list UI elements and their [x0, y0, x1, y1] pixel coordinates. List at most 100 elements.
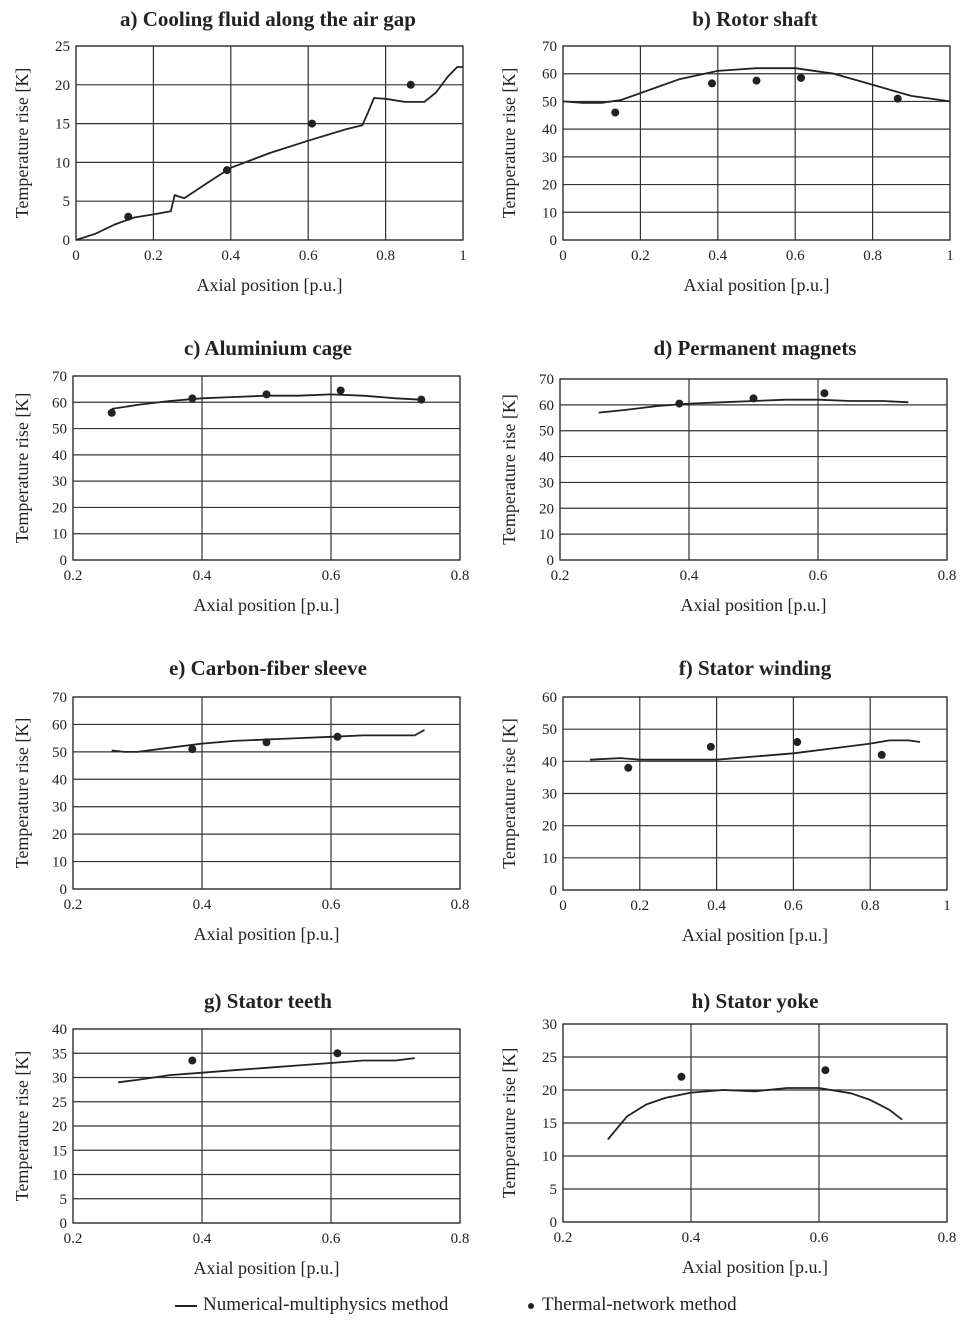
chart-d-point	[675, 399, 684, 408]
chart-c-x-tick-label: 0.8	[451, 568, 470, 584]
chart-a-point	[406, 80, 415, 89]
chart-f-y-tick-label: 50	[542, 722, 557, 738]
chart-d-y-tick-label: 20	[539, 501, 554, 517]
legend-line-label: Numerical-multiphysics method	[203, 1294, 449, 1315]
chart-g-y-tick-label: 5	[60, 1192, 68, 1208]
chart-b-x-tick-label: 0	[559, 248, 567, 264]
chart-g-x-tick-label: 0.8	[451, 1231, 470, 1247]
chart-h-x-tick-label: 0.8	[938, 1230, 957, 1246]
chart-b-point	[752, 76, 761, 85]
chart-a-point	[222, 166, 231, 175]
chart-e-y-tick-label: 30	[52, 800, 67, 816]
chart-c-y-tick-label: 70	[52, 369, 67, 385]
chart-b-y-tick-label: 60	[542, 67, 557, 83]
chart-a-plot-area	[76, 46, 463, 240]
chart-h-x-tick-label: 0.2	[554, 1230, 573, 1246]
chart-e-x-tick-label: 0.2	[64, 897, 83, 913]
chart-e-x-axis-label: Axial position [p.u.]	[194, 924, 340, 944]
chart-a-y-tick-label: 0	[63, 233, 71, 249]
chart-c-plot-area	[73, 376, 460, 560]
chart-b-plot-area	[563, 46, 950, 240]
chart-g-x-tick-label: 0.2	[64, 1231, 83, 1247]
chart-g-x-tick-label: 0.6	[322, 1231, 341, 1247]
chart-f-series-line	[589, 739, 921, 761]
chart-b-series-line	[562, 67, 951, 104]
chart-g-x-tick-label: 0.4	[193, 1231, 212, 1247]
chart-f-y-tick-label: 20	[542, 819, 557, 835]
chart-c-point	[107, 408, 116, 417]
chart-h-x-tick-label: 0.4	[682, 1230, 701, 1246]
chart-e-y-tick-label: 0	[60, 882, 68, 898]
chart-b-frame	[562, 45, 951, 241]
chart-a-point	[124, 212, 133, 221]
chart-a-y-tick-label: 15	[55, 117, 70, 133]
chart-b-y-tick-label: 40	[542, 122, 557, 138]
chart-h-point	[677, 1072, 686, 1081]
chart-g-point	[333, 1049, 342, 1058]
chart-e-y-axis-label: Temperature rise [K]	[12, 718, 32, 869]
chart-g-y-tick-label: 0	[60, 1216, 68, 1232]
chart-c-y-tick-label: 10	[52, 527, 67, 543]
legend-dot-label: Thermal-network method	[542, 1294, 737, 1315]
chart-a-x-tick-label: 0	[72, 248, 80, 264]
chart-f-y-axis-label: Temperature rise [K]	[499, 718, 519, 869]
chart-d-x-tick-label: 0.8	[938, 568, 957, 584]
chart-d-y-axis-label: Temperature rise [K]	[499, 394, 519, 545]
chart-b-y-tick-label: 70	[542, 39, 557, 55]
legend-dot-swatch	[528, 1302, 534, 1309]
chart-d-x-tick-label: 0.4	[680, 568, 699, 584]
chart-d-x-tick-label: 0.6	[809, 568, 828, 584]
legend-item-dot: Thermal-network method	[528, 1294, 737, 1316]
chart-e-point	[188, 745, 197, 754]
chart-g-y-tick-label: 20	[52, 1119, 67, 1135]
chart-e-point	[333, 732, 342, 741]
chart-b-y-tick-label: 0	[550, 233, 558, 249]
chart-d-y-tick-label: 10	[539, 527, 554, 543]
chart-h-y-tick-label: 25	[542, 1050, 557, 1066]
chart-b-title: b) Rotor shaft	[692, 7, 818, 31]
chart-c-y-tick-label: 40	[52, 448, 67, 464]
chart-c-x-axis-label: Axial position [p.u.]	[194, 595, 340, 615]
chart-a-point	[308, 119, 317, 128]
chart-f-x-tick-label: 0.6	[784, 898, 803, 914]
chart-a-x-tick-label: 0.4	[221, 248, 240, 264]
chart-h-y-tick-label: 10	[542, 1149, 557, 1165]
chart-g-y-tick-label: 15	[52, 1143, 67, 1159]
chart-c-x-tick-label: 0.4	[193, 568, 212, 584]
chart-h-y-tick-label: 0	[550, 1215, 558, 1231]
chart-d-frame	[559, 378, 948, 561]
chart-d-plot-area	[560, 379, 947, 560]
chart-e-y-tick-label: 10	[52, 855, 67, 871]
chart-f-y-tick-label: 40	[542, 754, 557, 770]
chart-d-y-tick-label: 30	[539, 475, 554, 491]
chart-d-y-tick-label: 40	[539, 450, 554, 466]
chart-d-y-tick-label: 60	[539, 398, 554, 414]
chart-e-x-tick-label: 0.4	[193, 897, 212, 913]
chart-b-x-tick-label: 0.8	[863, 248, 882, 264]
chart-f-frame	[562, 696, 948, 891]
chart-c-point	[188, 394, 197, 403]
chart-g-frame	[72, 1028, 461, 1224]
chart-a-y-tick-label: 25	[55, 39, 70, 55]
chart-e-title: e) Carbon-fiber sleeve	[169, 656, 367, 680]
chart-c-x-tick-label: 0.2	[64, 568, 83, 584]
chart-b-point	[707, 79, 716, 88]
chart-f-x-tick-label: 0	[559, 898, 567, 914]
chart-e-y-tick-label: 20	[52, 827, 67, 843]
chart-f-x-tick-label: 1	[943, 898, 951, 914]
legend: Numerical-multiphysics method Thermal-ne…	[0, 1290, 962, 1318]
chart-d-title: d) Permanent magnets	[654, 336, 857, 360]
chart-b-x-tick-label: 0.2	[631, 248, 650, 264]
chart-b-point	[797, 73, 806, 82]
chart-e-y-tick-label: 70	[52, 690, 67, 706]
chart-g-y-axis-label: Temperature rise [K]	[12, 1051, 32, 1202]
chart-a-y-tick-label: 20	[55, 78, 70, 94]
chart-c-y-tick-label: 0	[60, 553, 68, 569]
chart-h-frame	[562, 1023, 948, 1223]
chart-c-y-tick-label: 20	[52, 500, 67, 516]
chart-a-title: a) Cooling fluid along the air gap	[120, 7, 416, 31]
chart-g-point	[188, 1056, 197, 1065]
chart-b-y-tick-label: 30	[542, 150, 557, 166]
chart-b-x-axis-label: Axial position [p.u.]	[684, 275, 830, 295]
